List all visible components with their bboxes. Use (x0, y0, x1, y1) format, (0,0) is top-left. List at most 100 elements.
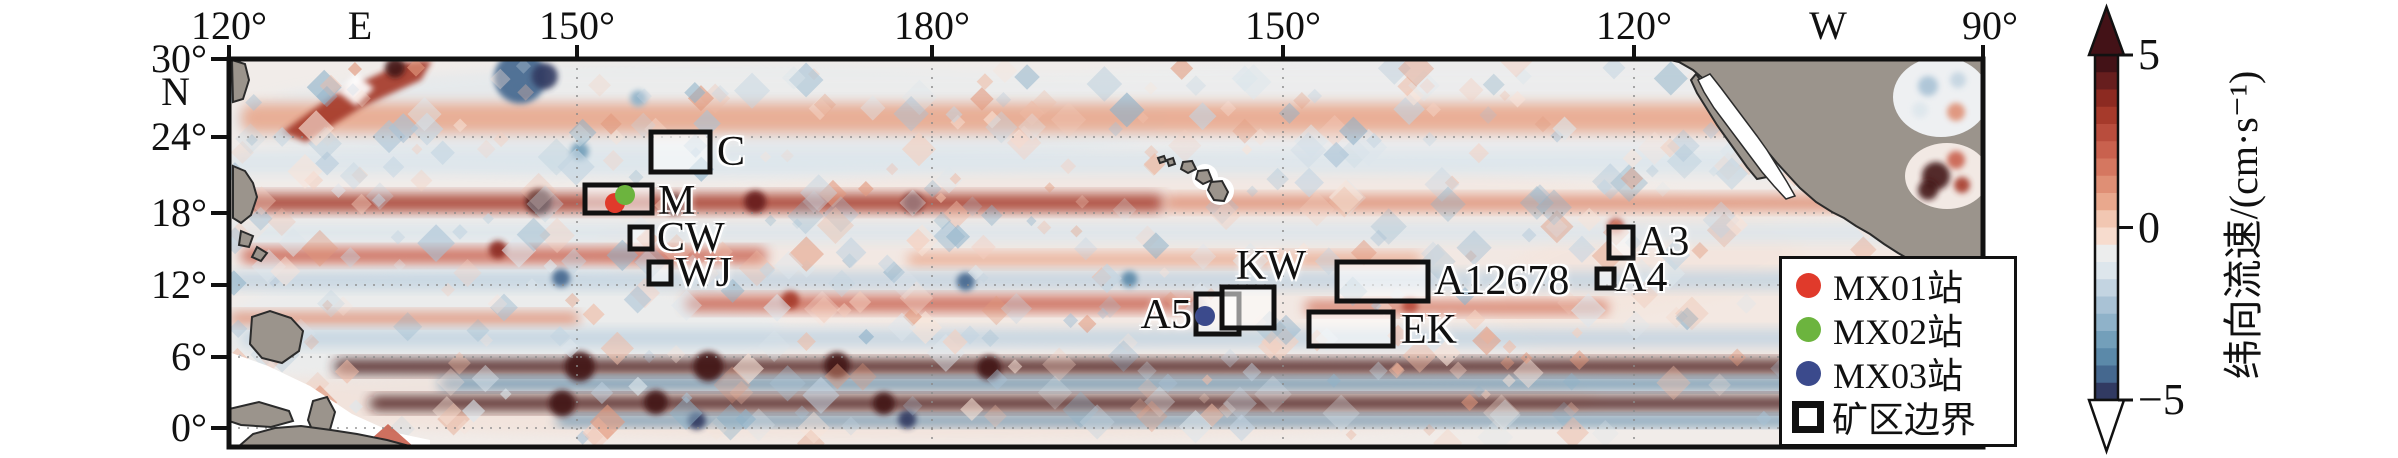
zonal-band (907, 253, 1422, 266)
mottle-blob (1270, 314, 1302, 346)
mottle-blob (1675, 310, 1688, 323)
mottle-blob (759, 262, 776, 278)
mottle-blob (1521, 227, 1537, 243)
mottle-blob (734, 72, 771, 109)
area-label-WJ: WJ (676, 250, 732, 296)
mottle-blob (457, 419, 473, 435)
mottle-blob (794, 405, 810, 421)
colorbar-tick-label-0: 5 (2138, 30, 2160, 79)
sea-gulf-of-mexico (1893, 59, 1983, 137)
mottle-blob (1509, 90, 1526, 108)
mottle-blob (933, 220, 966, 253)
mottle-blob (1571, 327, 1583, 339)
zonal-band (240, 103, 1960, 133)
top-axis-label-0: 120° (191, 3, 267, 48)
station-mx03 (1195, 306, 1215, 326)
area-box-A4 (1594, 266, 1617, 291)
land-visayas-1 (237, 229, 255, 249)
mottle-blob (1455, 287, 1475, 306)
mottle-blob (549, 326, 571, 347)
mottle-blob (590, 381, 614, 405)
mottle-blob (515, 59, 532, 74)
mottle-blob (906, 224, 939, 257)
mottle-blob (960, 325, 980, 345)
field-spot (564, 351, 595, 382)
mottle-blob (1424, 166, 1460, 202)
mottle-blob (860, 95, 886, 121)
mottle-blob (1728, 348, 1747, 367)
mottle-blob (1552, 116, 1577, 141)
mottle-blob (1009, 129, 1029, 150)
sea-spot (1947, 103, 1965, 121)
mottle-blob (623, 285, 652, 314)
zonal-band (497, 70, 1960, 103)
mottle-blob (899, 281, 934, 315)
sea-spot (1950, 72, 1966, 88)
mottle-blob (235, 123, 266, 155)
mottle-blob (978, 272, 989, 284)
field-spot (488, 240, 507, 259)
mottle-blob (681, 392, 693, 404)
left-axis-label-sub: N (161, 69, 190, 114)
mottle-blob (287, 153, 323, 189)
mottle-blob (1620, 167, 1644, 190)
area-box-C (648, 129, 713, 175)
colorbar-segment (2095, 244, 2118, 263)
mottle-blob (1097, 307, 1109, 320)
mottle-blob (430, 140, 455, 165)
field-spot (1121, 271, 1138, 288)
mottle-blob (1074, 236, 1098, 261)
mottle-blob (742, 408, 776, 442)
top-axis-label-1: E (347, 3, 373, 48)
area-label-A5: A5 (1140, 292, 1192, 338)
colorbar-arrow-up (2087, 3, 2126, 57)
mottle-blob (887, 312, 917, 342)
top-axis-label-3: 180° (894, 3, 970, 48)
mottle-blob (1444, 175, 1460, 191)
mottle-blob (602, 149, 624, 171)
mottle-blob (788, 62, 824, 98)
mottle-blob (1050, 102, 1087, 138)
colorbar-arrow-down (2087, 398, 2126, 455)
mottle-blob (1158, 373, 1178, 393)
mottle-blob (1345, 429, 1357, 441)
mottle-blob (693, 109, 721, 138)
mottle-blob (308, 126, 342, 161)
colorbar-bar (2095, 55, 2118, 401)
field-spot (663, 194, 684, 215)
mottle-blob (1188, 102, 1217, 131)
mottle-blob (1018, 113, 1046, 141)
mottle-blob (1660, 137, 1680, 158)
left-axis-label-0: 30° (151, 36, 207, 81)
land-mindanao (248, 309, 305, 365)
mottle-blob (962, 196, 983, 217)
mottle-blob (487, 294, 508, 314)
mottle-blob (764, 214, 777, 227)
colorbar-canvas (2087, 3, 2133, 455)
mottle-blob (1129, 398, 1151, 419)
mottle-blob (1266, 167, 1289, 191)
mottle-blob (1628, 259, 1655, 285)
mottle-blob (1449, 361, 1467, 380)
legend-item-3: 矿区边界 (1790, 395, 2014, 440)
mottle-blob (1144, 145, 1159, 160)
mottle-blob (568, 118, 597, 147)
mottle-blob (1159, 267, 1170, 278)
mottle-blob (1726, 213, 1748, 236)
mottle-blob (1622, 148, 1643, 169)
field-spot (549, 390, 576, 417)
mottle-blob (1251, 128, 1270, 146)
mottle-blob (802, 376, 840, 414)
mottle-blob (1318, 115, 1351, 147)
zonal-band (240, 194, 1165, 212)
mottle-blob (1338, 116, 1368, 146)
mottle-blob (1551, 401, 1577, 427)
mottle-blob (1220, 348, 1240, 368)
mottle-blob (1402, 338, 1437, 373)
mottle-blob (1656, 365, 1691, 400)
field-spot (903, 192, 924, 213)
mottle-blob (1000, 292, 1032, 325)
mottle-blob (1299, 191, 1335, 227)
mottle-blob (1168, 128, 1202, 163)
mottle-blob (1502, 339, 1517, 354)
